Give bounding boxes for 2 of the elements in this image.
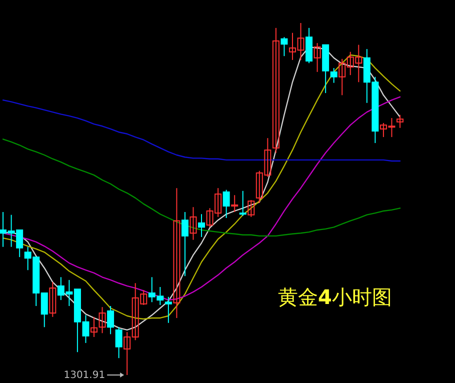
title: 黄金4小时图 xyxy=(278,285,392,309)
annotation: 1301.91 xyxy=(64,370,106,381)
